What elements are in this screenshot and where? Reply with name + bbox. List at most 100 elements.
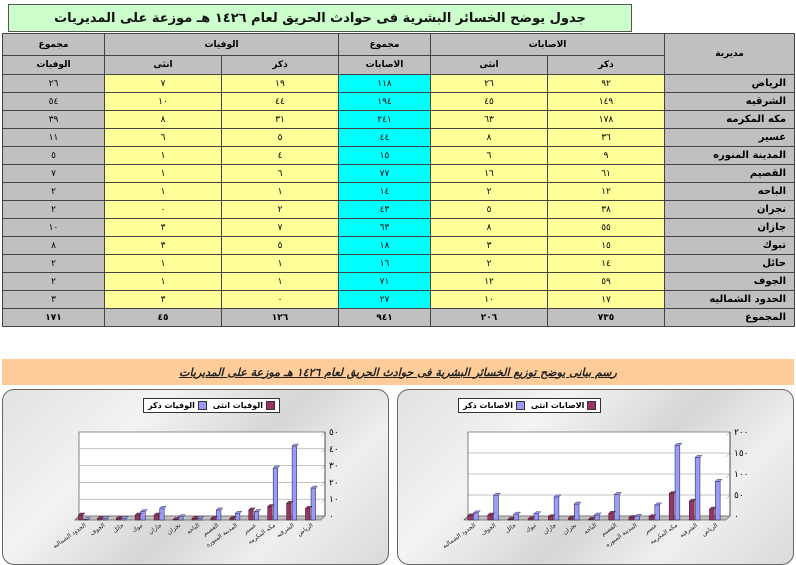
bar-top [467, 513, 475, 517]
bar-top [694, 455, 703, 458]
bar-top [153, 512, 162, 516]
bar-female [116, 518, 122, 521]
injuries-total-cell: ٤٣ [338, 200, 432, 219]
directorate-name: الجوف [664, 272, 796, 291]
deaths-male-cell: ٥ [221, 128, 340, 147]
legend-item-injuries-female: الاصابات انثى [531, 401, 597, 410]
y-tick-label: ٢٠ [329, 478, 339, 488]
header-deaths-total-bottom: الوفيات [2, 55, 105, 75]
deaths-female-cell: ١ [103, 146, 223, 165]
bar-male [197, 518, 203, 521]
deaths-female-cell: ٠ [103, 200, 223, 219]
injuries-male-cell: ١٤ [547, 254, 666, 273]
deaths-total-cell: ٥٤ [2, 92, 105, 111]
injuries-male-cell: ٩٢ [547, 74, 666, 93]
deaths-bar-chart: ٠ ١٠ ٢٠ ٣٠ ٤٠ ٥٠ الحدود الشماليه الجوف حائل تبوك ج… [52, 428, 339, 550]
bar-female [210, 518, 216, 521]
bar-top [634, 514, 643, 517]
bar-top [513, 511, 522, 515]
bar-top [648, 514, 657, 517]
deaths-total-cell: ٢ [2, 200, 105, 219]
header-injuries-total-top: مجموع [338, 33, 432, 56]
deaths-male-cell: ٦ [221, 164, 340, 183]
gridline-side [320, 515, 326, 521]
total-directorate-name: المجموع [664, 308, 796, 327]
injuries-total-cell: ٢٧ [338, 290, 432, 309]
deaths-male-cell: ١ [221, 272, 340, 291]
bar-male [654, 504, 660, 521]
bar-male [310, 487, 316, 521]
x-tick-label: جازان [542, 522, 558, 536]
injuries-female-cell: ٣ [430, 236, 549, 255]
bar-female [286, 502, 292, 521]
y-tick-label: ٢٠٠ [734, 428, 749, 438]
deaths-male-cell: ٣١ [221, 110, 340, 129]
bar-male [102, 518, 108, 521]
injuries-male-cell: ١٧٨ [547, 110, 666, 129]
bar-top [573, 501, 582, 505]
bar-top [472, 510, 481, 514]
deaths-female-cell: ١ [103, 182, 223, 201]
deaths-total-cell: ٢ [2, 182, 105, 201]
header-deaths-female: انثى [103, 55, 223, 75]
bar-female [134, 514, 140, 521]
bar-top [487, 512, 496, 516]
y-tick-label: ٠ [734, 512, 739, 522]
directorate-name: الرياض [664, 74, 796, 93]
bar-top [272, 465, 281, 469]
y-tick-label: ١٠ [329, 495, 339, 505]
bar-top [96, 516, 105, 519]
table-row: نجران ٣٨ ٥ ٤٣ ٢ ٠ ٢ [2, 200, 796, 219]
directorate-name: حائل [664, 254, 796, 273]
injuries-total-cell: ٢٤١ [338, 110, 432, 129]
injuries-total-cell: ١٤ [338, 182, 432, 201]
casualties-table: مديرية الاصابات مجموع الوفيات مجموع ذكر … [2, 33, 796, 327]
table-row: عسير ٣٦ ٨ ٤٤ ٥ ٦ ١١ [2, 128, 796, 147]
injuries-chart-panel: الاصابات انثى الاصابات ذكر ٠ ٥٠ ١٠٠ ١٥٠ ٢٠٠ ا… [397, 389, 794, 565]
total-deaths-male-cell: ١٢٦ [221, 308, 340, 327]
bar-female [547, 516, 554, 521]
bar-top [674, 443, 683, 446]
deaths-male-cell: ٧ [221, 218, 340, 237]
gridline-side [320, 431, 326, 437]
bar-top [654, 502, 663, 506]
bar-top [291, 443, 300, 447]
x-tick-label: الرياض [296, 522, 315, 538]
injuries-male-cell: ٣٨ [547, 200, 666, 219]
injuries-chart-legend: الاصابات انثى الاصابات ذكر [458, 398, 602, 413]
table-row: جازان ٥٥ ٨ ٦٣ ٧ ٣ ١٠ [2, 218, 796, 237]
injuries-female-cell: ١٢ [430, 272, 549, 291]
table-row: الرياض ٩٢ ٢٦ ١١٨ ١٩ ٧ ٢٦ [2, 74, 796, 93]
bar-top [253, 509, 262, 512]
x-tick-label: الرياض [701, 522, 720, 538]
y-tick-label: ٥٠ [329, 428, 339, 438]
bar-top [688, 498, 697, 502]
gridline-side [725, 452, 731, 458]
table-row: الحدود الشماليه ١٧ ١٠ ٢٧ ٠ ٣ ٣ [2, 290, 796, 309]
bar-top [567, 515, 576, 519]
deaths-female-cell: ٨ [103, 110, 223, 129]
legend-label-injuries-male: الاصابات ذكر [463, 401, 513, 410]
injuries-female-cell: ٨ [430, 218, 549, 237]
table-row: الشرقيه ١٤٩ ٤٥ ١٩٤ ٤٤ ١٠ ٥٤ [2, 92, 796, 111]
bar-female [229, 518, 235, 521]
bar-top [553, 494, 562, 498]
directorate-name: المدينة المنوره [664, 146, 796, 165]
bar-top [286, 500, 294, 504]
deaths-chart-legend: الوفيات انثى الوفيات ذكر [143, 398, 281, 413]
gridline-side [320, 499, 326, 504]
deaths-female-cell: ٧ [103, 74, 223, 93]
y-tick-label: ١٠٠ [734, 470, 749, 480]
header-deaths: الوفيات [103, 33, 340, 56]
bar-male [216, 509, 222, 521]
bar-top [121, 516, 129, 519]
bar-top [668, 491, 677, 494]
deaths-total-cell: ٣ [2, 290, 105, 309]
header-deaths-total-top: مجموع [2, 33, 105, 56]
deaths-male-cell: ١ [221, 254, 340, 273]
injuries-female-cell: ٦ [430, 146, 549, 165]
bar-top [593, 512, 602, 516]
injuries-total-cell: ٧٧ [338, 164, 432, 183]
gridline-side [320, 448, 326, 453]
bar-top [310, 485, 319, 489]
